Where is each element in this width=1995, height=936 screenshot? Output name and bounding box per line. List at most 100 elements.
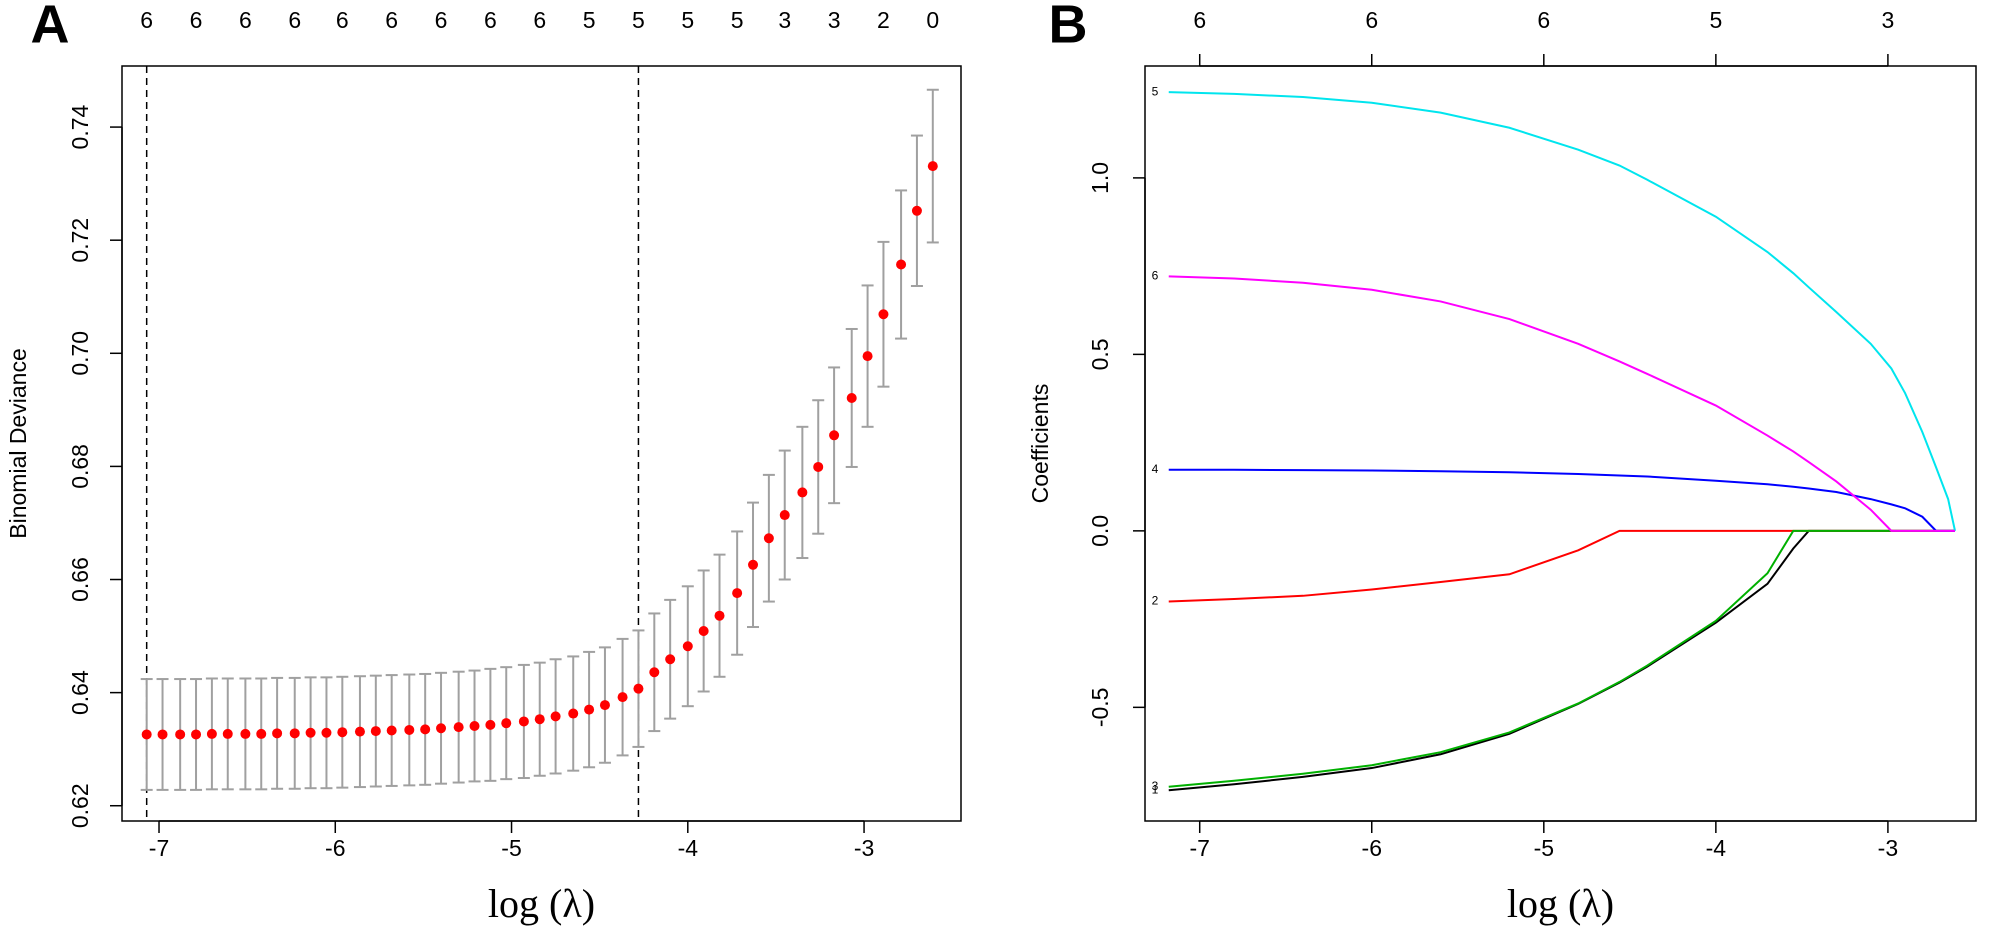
- series-label: 6: [1152, 269, 1159, 283]
- x-tick-label: -3: [854, 835, 874, 861]
- y-axis-title: Coefficients: [1027, 384, 1053, 504]
- point: [386, 725, 397, 736]
- point: [141, 729, 152, 740]
- coefficient-path: [1168, 468, 1956, 532]
- top-tick-label: 5: [1709, 7, 1722, 33]
- coefficient-path: [1168, 91, 1956, 532]
- top-tick-label: 6: [288, 7, 301, 33]
- y-axis-title: Binomial Deviance: [5, 348, 31, 538]
- y-tick-label: -0.5: [1087, 688, 1113, 728]
- point: [175, 729, 186, 740]
- top-tick-label: 3: [1882, 7, 1895, 33]
- panel-label: A: [31, 0, 70, 54]
- point: [763, 533, 774, 544]
- point: [896, 259, 907, 270]
- y-tick-label: 0.74: [67, 104, 93, 149]
- top-tick-label: 6: [140, 7, 153, 33]
- coefficient-path: [1168, 275, 1956, 532]
- top-tick-label: 6: [484, 7, 497, 33]
- x-tick-label: -6: [325, 835, 345, 861]
- y-tick-label: 0.62: [67, 783, 93, 828]
- top-tick-label: 3: [828, 7, 841, 33]
- x-tick-label: -4: [1706, 835, 1727, 861]
- top-tick-label: 6: [239, 7, 252, 33]
- top-tick-label: 6: [533, 7, 546, 33]
- x-axis-title: log (λ): [488, 881, 595, 926]
- point: [453, 722, 464, 733]
- y-tick-label: 0.0: [1087, 515, 1113, 547]
- point: [420, 724, 431, 735]
- point: [321, 727, 332, 738]
- point: [862, 351, 873, 362]
- point: [665, 654, 676, 665]
- point: [518, 716, 529, 727]
- series-label: 3: [1152, 779, 1159, 793]
- point: [748, 559, 759, 570]
- point: [599, 700, 610, 711]
- series-label: 2: [1152, 594, 1159, 608]
- point: [568, 708, 579, 719]
- x-tick-label: -5: [501, 835, 521, 861]
- top-tick-label: 6: [1365, 7, 1378, 33]
- point: [240, 728, 251, 739]
- plot-frame: [121, 65, 962, 822]
- point: [289, 728, 300, 739]
- coefficient-path: [1168, 529, 1956, 792]
- plot-frame: [1144, 65, 1977, 822]
- point: [797, 487, 808, 498]
- top-tick-label: 5: [583, 7, 596, 33]
- y-tick-label: 0.68: [67, 444, 93, 489]
- point: [682, 641, 693, 652]
- x-tick-label: -7: [1189, 835, 1209, 861]
- top-tick-label: 5: [731, 7, 744, 33]
- series-label: 1: [1152, 782, 1159, 796]
- point: [157, 729, 168, 740]
- series-label: 4: [1152, 462, 1159, 476]
- point: [206, 728, 217, 739]
- point: [404, 724, 415, 735]
- top-tick-label: 6: [435, 7, 448, 33]
- point: [550, 711, 561, 722]
- point: [501, 718, 512, 729]
- point: [779, 510, 790, 521]
- y-tick-label: 1.0: [1087, 162, 1113, 194]
- x-tick-label: -5: [1534, 835, 1554, 861]
- point: [927, 161, 938, 172]
- y-tick-label: 0.64: [67, 670, 93, 715]
- point: [617, 692, 628, 703]
- top-tick-label: 0: [926, 7, 939, 33]
- point: [370, 726, 381, 737]
- point: [354, 726, 365, 737]
- point: [485, 719, 496, 730]
- point: [878, 309, 889, 320]
- top-tick-label: 6: [336, 7, 349, 33]
- top-tick-label: 3: [778, 7, 791, 33]
- point: [732, 588, 743, 599]
- point: [191, 729, 202, 740]
- point: [584, 704, 595, 715]
- y-tick-label: 0.72: [67, 218, 93, 263]
- point: [256, 728, 267, 739]
- point: [305, 727, 316, 738]
- point: [272, 728, 283, 739]
- point: [469, 720, 480, 731]
- top-tick-label: 5: [681, 7, 694, 33]
- top-tick-label: 5: [632, 7, 645, 33]
- x-tick-label: -6: [1362, 835, 1382, 861]
- top-tick-label: 6: [1537, 7, 1550, 33]
- point: [829, 430, 840, 441]
- series-label: 5: [1152, 84, 1159, 98]
- top-tick-label: 6: [190, 7, 203, 33]
- x-tick-label: -3: [1878, 835, 1898, 861]
- x-tick-label: -7: [149, 835, 169, 861]
- y-tick-label: 0.70: [67, 331, 93, 376]
- coefficient-path: [1168, 529, 1956, 788]
- point: [698, 625, 709, 636]
- panel-label: B: [1049, 0, 1088, 54]
- point: [911, 205, 922, 216]
- x-tick-label: -4: [678, 835, 699, 861]
- point: [222, 728, 233, 739]
- coefficient-path: [1168, 529, 1956, 603]
- point: [337, 727, 348, 738]
- top-tick-label: 6: [385, 7, 398, 33]
